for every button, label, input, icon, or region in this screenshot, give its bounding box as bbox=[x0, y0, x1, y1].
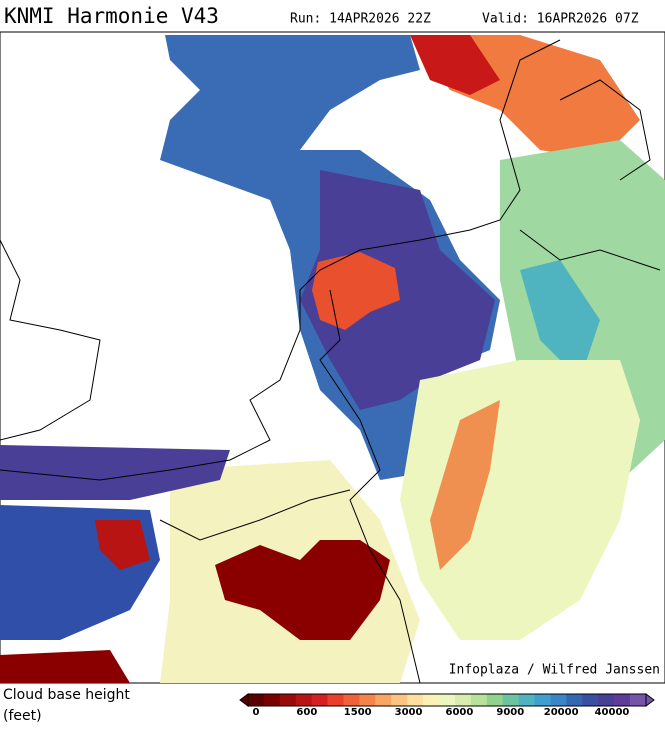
colorbar-tick-label: 3000 bbox=[395, 707, 423, 718]
colorbar-swatch bbox=[295, 694, 312, 706]
colorbar-swatch bbox=[630, 694, 647, 706]
colorbar-tick-label: 40000 bbox=[595, 707, 630, 718]
colorbar-swatch bbox=[248, 694, 265, 706]
colorbar-swatch bbox=[486, 694, 504, 706]
colorbar-swatch bbox=[311, 694, 328, 706]
colorbar-swatch bbox=[391, 694, 408, 706]
colorbar-swatch bbox=[550, 694, 567, 706]
title: KNMI Harmonie V43 bbox=[4, 4, 219, 28]
colorbar-swatch bbox=[454, 694, 472, 706]
colorbar-tick-label: 9000 bbox=[496, 707, 524, 718]
cloud-area-red-ne bbox=[410, 35, 500, 95]
colorbar-swatch bbox=[518, 694, 535, 706]
colorbar-swatch bbox=[598, 694, 615, 706]
colorbar-end bbox=[239, 693, 249, 707]
colorbar-swatch bbox=[502, 694, 519, 706]
colorbar-tick-label: 600 bbox=[296, 707, 317, 718]
credit: Infoplaza / Wilfred Janssen bbox=[449, 663, 660, 678]
colorbar-swatch bbox=[614, 694, 631, 706]
cloud-area-purple-w bbox=[0, 445, 230, 500]
colorbar-swatch bbox=[327, 694, 344, 706]
colorbar-swatch bbox=[582, 694, 599, 706]
colorbar-tick-label: 0 bbox=[253, 707, 260, 718]
cloud-area-orange-se bbox=[430, 400, 500, 570]
colorbar-swatch bbox=[279, 694, 297, 706]
run-time: Run: 14APR2026 22Z bbox=[290, 12, 431, 27]
cloud-area-cyan bbox=[520, 260, 600, 380]
cloud-area-darkred bbox=[215, 540, 390, 640]
map: Infoplaza / Wilfred Janssen bbox=[0, 31, 665, 684]
colorbar-swatch bbox=[343, 694, 360, 706]
colorbar-swatch bbox=[423, 694, 440, 706]
colorbar-swatch bbox=[359, 694, 376, 706]
colorbar-end bbox=[645, 693, 655, 707]
colorbar-swatch bbox=[566, 694, 583, 706]
colorbar-outline bbox=[247, 693, 647, 707]
colorbar-swatch bbox=[407, 694, 424, 706]
colorbar-swatch bbox=[534, 694, 551, 706]
legend-unit: (feet) bbox=[3, 708, 42, 724]
colorbar-swatch bbox=[470, 694, 488, 706]
cloud-area-darkred-w bbox=[0, 650, 130, 683]
colorbar-swatch bbox=[263, 694, 281, 706]
colorbar-tick-label: 6000 bbox=[446, 707, 474, 718]
coastlines bbox=[0, 39, 661, 684]
colorbar-tick-label: 1500 bbox=[344, 707, 372, 718]
colorbar-swatch bbox=[439, 694, 456, 706]
valid-time: Valid: 16APR2026 07Z bbox=[482, 12, 639, 27]
colorbar: 0 600 1500 3000 6000 9000 20000 40000 bbox=[239, 693, 655, 718]
cloud-area-red-w bbox=[95, 520, 150, 570]
legend-label: Cloud base height bbox=[3, 687, 130, 703]
colorbar-swatch bbox=[375, 694, 392, 706]
colorbar-tick-label: 20000 bbox=[544, 707, 579, 718]
